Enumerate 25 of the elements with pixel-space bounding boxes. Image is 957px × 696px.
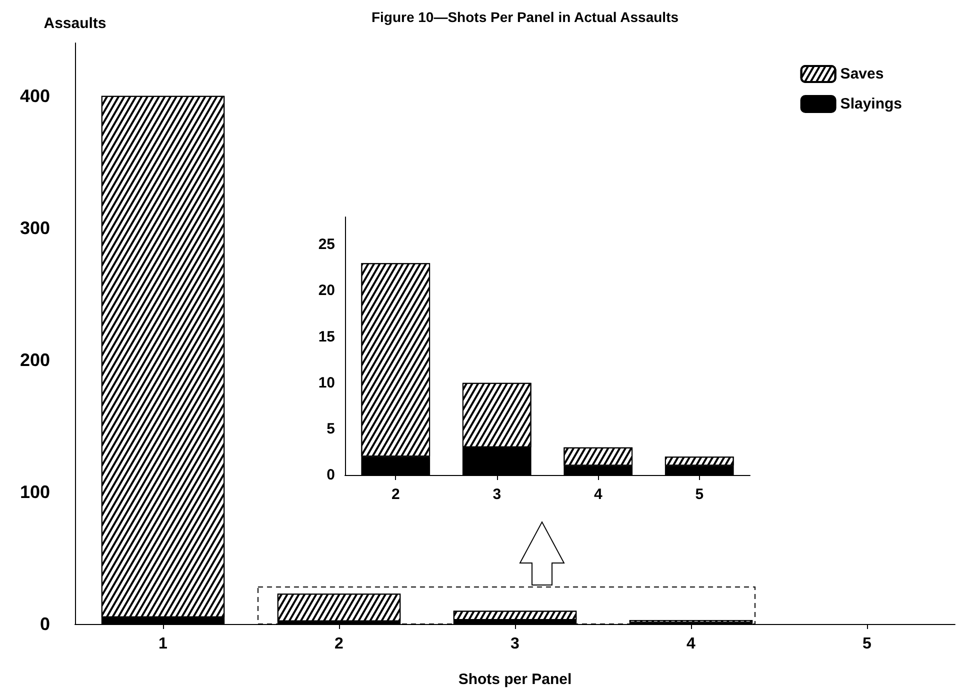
x-tick-label: 5 (695, 486, 704, 503)
chart-title: Figure 10—Shots Per Panel in Actual Assaults (371, 9, 679, 25)
y-tick-label: 25 (318, 236, 335, 254)
x-tick-label: 4 (686, 636, 696, 652)
x-axis-title: Shots per Panel (458, 671, 572, 688)
legend-label: Saves (840, 66, 884, 82)
x-tick-label: 3 (492, 486, 502, 503)
y-tick-label: 0 (326, 466, 335, 484)
y-tick-label: 300 (20, 218, 50, 238)
y-tick-label: 200 (20, 350, 50, 370)
x-tick-label: 1 (158, 636, 168, 652)
x-tick-label: 2 (391, 486, 400, 503)
y-tick-label: 100 (20, 482, 50, 502)
legend-label: Slayings (840, 96, 902, 112)
y-tick-label: 15 (318, 328, 335, 346)
x-tick-label: 3 (510, 636, 520, 652)
y-axis-title: Assaults (44, 15, 106, 32)
y-tick-label: 20 (318, 282, 335, 300)
y-tick-label: 5 (326, 420, 335, 438)
y-tick-label: 0 (40, 614, 50, 634)
x-tick-label: 5 (862, 636, 872, 652)
x-tick-label: 2 (334, 636, 344, 652)
y-tick-label: 400 (20, 86, 50, 106)
x-tick-label: 4 (594, 486, 603, 503)
y-tick-label: 10 (318, 374, 335, 392)
